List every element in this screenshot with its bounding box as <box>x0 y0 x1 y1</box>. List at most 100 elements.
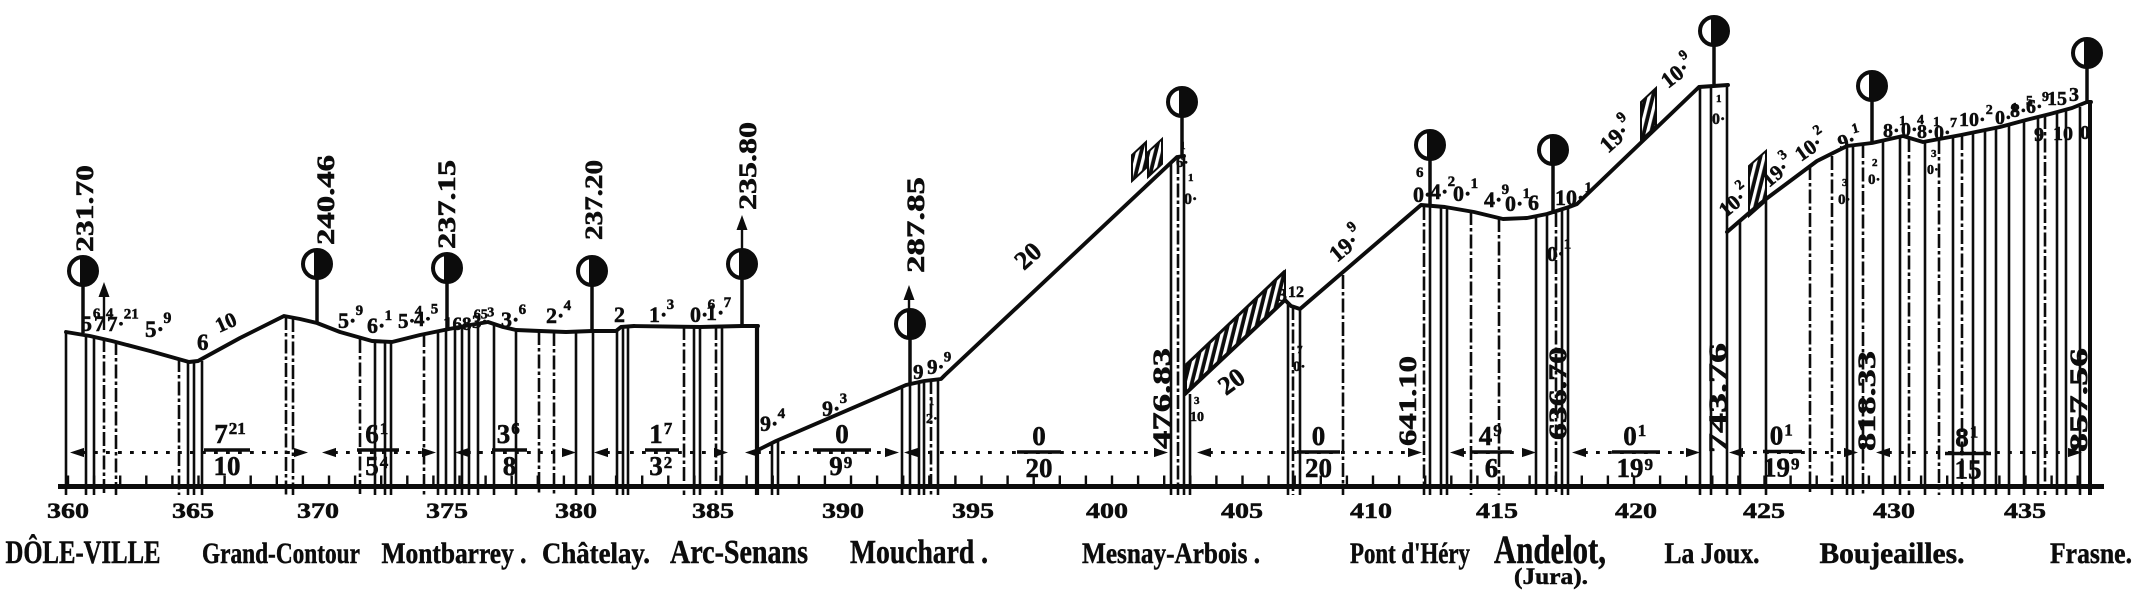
svg-text:8: 8 <box>1955 423 1969 453</box>
svg-text:10·: 10· <box>1959 109 1986 131</box>
svg-text:430: 430 <box>1873 498 1915 523</box>
svg-text:2: 2 <box>1986 103 1993 118</box>
svg-text:1: 1 <box>1584 180 1592 196</box>
svg-text:0: 0 <box>2080 122 2090 144</box>
svg-text:8·: 8· <box>1883 120 1900 142</box>
svg-text:6: 6 <box>519 302 527 318</box>
svg-text:9·: 9· <box>822 396 840 421</box>
svg-text:7·: 7· <box>107 312 125 336</box>
svg-text:6: 6 <box>1528 190 1539 215</box>
svg-text:4: 4 <box>1917 113 1924 128</box>
svg-text:8·: 8· <box>2010 100 2027 122</box>
svg-text:19: 19 <box>1617 453 1644 483</box>
svg-text:818.33: 818.33 <box>1854 351 1881 451</box>
svg-text:1·: 1· <box>649 302 667 327</box>
svg-text:1: 1 <box>1564 236 1572 252</box>
svg-text:9: 9 <box>1493 421 1502 440</box>
svg-text:1: 1 <box>1188 172 1194 184</box>
svg-text:Mesnay-Arbois .: Mesnay-Arbois . <box>1082 537 1260 570</box>
svg-text:9: 9 <box>944 349 952 365</box>
svg-text:6·: 6· <box>2026 96 2043 118</box>
svg-text:3·: 3· <box>472 312 488 333</box>
svg-text:Arc-Senans: Arc-Senans <box>670 534 808 571</box>
svg-text:8: 8 <box>503 451 517 481</box>
svg-text:1: 1 <box>1933 115 1940 130</box>
svg-text:1: 1 <box>1850 121 1861 137</box>
svg-text:9: 9 <box>844 453 853 472</box>
svg-text:636.70: 636.70 <box>1545 347 1572 440</box>
svg-text:3: 3 <box>840 391 848 407</box>
svg-text:1: 1 <box>2011 101 2018 116</box>
svg-text:15: 15 <box>2047 88 2067 110</box>
svg-text:375: 375 <box>426 498 468 523</box>
svg-text:0·: 0· <box>1413 182 1431 207</box>
svg-text:Frasne.: Frasne. <box>2050 537 2132 570</box>
svg-text:0·: 0· <box>1712 111 1725 128</box>
svg-text:7: 7 <box>1950 116 1957 131</box>
svg-text:1: 1 <box>649 419 663 449</box>
svg-text:9: 9 <box>1791 455 1800 474</box>
svg-text:4: 4 <box>1479 421 1493 451</box>
svg-text:9·: 9· <box>1835 127 1858 155</box>
svg-text:1: 1 <box>1638 421 1647 440</box>
svg-text:4: 4 <box>778 406 786 422</box>
svg-text:9: 9 <box>829 451 843 481</box>
svg-text:1·: 1· <box>706 300 724 325</box>
svg-text:2·: 2· <box>926 412 938 427</box>
svg-text:Andelot,: Andelot, <box>1494 527 1606 572</box>
svg-text:4·: 4· <box>1484 187 1502 212</box>
svg-text:(Jura).: (Jura). <box>1514 564 1588 589</box>
svg-text:6: 6 <box>365 419 379 449</box>
svg-text:4: 4 <box>106 306 114 322</box>
svg-text:425: 425 <box>1743 498 1785 523</box>
svg-text:0·: 0· <box>1505 191 1523 216</box>
svg-text:0: 0 <box>1032 421 1046 451</box>
svg-text:DÔLE-VILLE: DÔLE-VILLE <box>6 533 161 571</box>
svg-text:6: 6 <box>708 297 716 313</box>
svg-text:10: 10 <box>2053 123 2073 145</box>
svg-text:15: 15 <box>1955 455 1982 485</box>
svg-text:0·: 0· <box>1453 181 1471 206</box>
svg-text:3: 3 <box>1194 395 1200 407</box>
svg-text:7: 7 <box>664 419 673 438</box>
svg-text:235.80: 235.80 <box>735 122 762 210</box>
svg-text:0: 0 <box>1623 421 1637 451</box>
svg-text:0·: 0· <box>1184 191 1197 208</box>
svg-text:0·: 0· <box>1901 119 1918 141</box>
svg-text:240.46: 240.46 <box>313 155 340 245</box>
svg-text:65: 65 <box>474 308 488 323</box>
svg-text:Grand-Contour: Grand-Contour <box>202 537 360 570</box>
svg-text:9·: 9· <box>927 355 945 379</box>
svg-text:237.15: 237.15 <box>434 160 461 249</box>
svg-text:5: 5 <box>365 451 379 481</box>
svg-text:9: 9 <box>2034 124 2044 146</box>
svg-text:9: 9 <box>2042 90 2049 105</box>
svg-text:380: 380 <box>555 498 597 523</box>
svg-text:370: 370 <box>297 498 339 523</box>
svg-text:21: 21 <box>229 419 246 438</box>
svg-text:231.70: 231.70 <box>72 165 99 252</box>
svg-text:0·: 0· <box>1868 172 1881 188</box>
svg-text:3: 3 <box>1278 285 1287 305</box>
svg-text:400: 400 <box>1086 498 1128 523</box>
svg-text:Montbarrey .: Montbarrey . <box>382 537 527 570</box>
svg-text:385: 385 <box>692 498 734 523</box>
svg-text:3: 3 <box>487 306 494 321</box>
svg-text:12: 12 <box>1288 284 1304 301</box>
svg-text:435: 435 <box>2004 498 2046 523</box>
svg-text:410: 410 <box>1350 498 1392 523</box>
svg-text:1: 1 <box>929 397 934 408</box>
svg-text:0·: 0· <box>1293 359 1306 375</box>
svg-text:4·: 4· <box>1430 179 1448 204</box>
svg-text:0: 0 <box>1312 421 1326 451</box>
svg-text:1: 1 <box>385 308 393 324</box>
svg-text:5·: 5· <box>398 309 416 333</box>
svg-text:0·: 0· <box>1547 242 1565 266</box>
svg-text:405: 405 <box>1221 498 1263 523</box>
svg-text:857.56: 857.56 <box>2066 348 2093 452</box>
svg-text:1: 1 <box>1899 114 1906 129</box>
svg-text:2: 2 <box>1872 157 1878 169</box>
svg-text:1: 1 <box>1970 423 1979 442</box>
svg-text:Châtelay.: Châtelay. <box>542 537 650 570</box>
svg-text:365: 365 <box>172 498 214 523</box>
